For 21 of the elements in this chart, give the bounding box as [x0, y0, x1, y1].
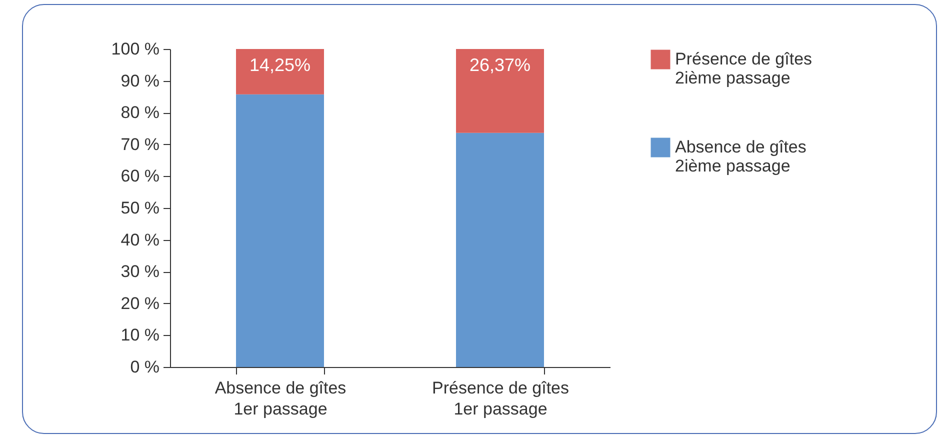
y-tick-label: 80 %: [120, 103, 160, 122]
y-tick-label: 0 %: [130, 358, 160, 376]
y-tick-label: 30 %: [120, 262, 160, 282]
bar: [236, 94, 324, 367]
data-label: 14,25%: [249, 55, 311, 75]
y-tick-label: 70 %: [120, 134, 160, 154]
y-tick-label: 20 %: [120, 294, 160, 313]
y-tick-label: 90 %: [120, 71, 160, 90]
x-tick-label: Absence de gîtes 1er passage: [214, 378, 346, 418]
y-tick-label: 100 %: [111, 40, 160, 58]
legend-label: Présence de gîtes 2ième passage: [675, 50, 812, 88]
y-tick-label: 60 %: [120, 166, 160, 186]
x-tick-label: Présence de gîtes 1er passage: [432, 378, 570, 418]
bar: [456, 49, 544, 133]
y-tick-label: 40 %: [120, 230, 160, 250]
y-tick-label: 10 %: [120, 326, 160, 345]
data-label: 26,37%: [469, 55, 531, 75]
legend-label: Absence de gîtes 2ième passage: [675, 138, 806, 176]
bar: [236, 49, 324, 94]
bar: [456, 132, 544, 367]
y-tick-label: 50 %: [120, 198, 160, 218]
